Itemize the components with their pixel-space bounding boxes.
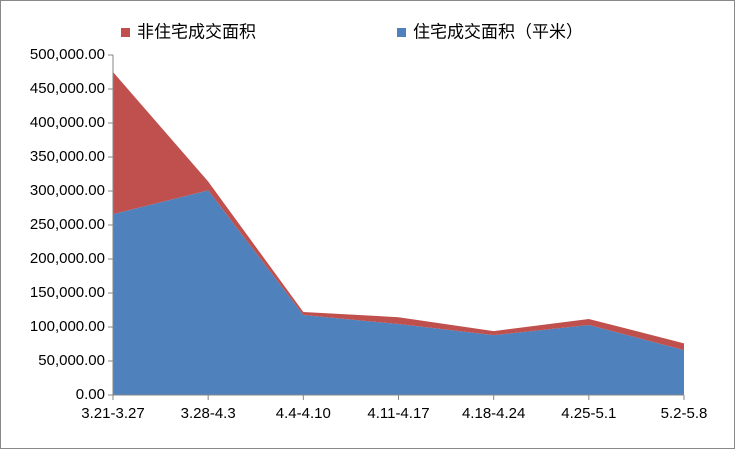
y-tick-label: 300,000.00 <box>30 182 105 199</box>
y-tick-label: 150,000.00 <box>30 284 105 301</box>
x-tick-label: 3.28-4.3 <box>181 405 236 422</box>
legend-swatch <box>397 28 406 37</box>
x-tick-label: 4.4-4.10 <box>276 405 331 422</box>
x-tick-label: 4.25-5.1 <box>561 405 616 422</box>
y-tick-label: 350,000.00 <box>30 148 105 165</box>
y-tick-label: 100,000.00 <box>30 318 105 335</box>
x-tick-label: 4.18-4.24 <box>462 405 525 422</box>
x-tick-label: 5.2-5.8 <box>661 405 708 422</box>
legend-label: 非住宅成交面积 <box>137 22 256 41</box>
y-tick-label: 500,000.00 <box>30 46 105 63</box>
legend-label: 住宅成交面积（平米） <box>413 22 583 41</box>
x-tick-label: 4.11-4.17 <box>367 405 429 422</box>
y-tick-label: 0.00 <box>76 386 105 403</box>
y-tick-label: 50,000.00 <box>38 352 105 369</box>
y-tick-label: 450,000.00 <box>30 80 105 97</box>
y-tick-label: 400,000.00 <box>30 114 105 131</box>
area <box>113 190 684 395</box>
y-tick-label: 250,000.00 <box>30 216 105 233</box>
area <box>113 72 684 351</box>
x-tick-label: 3.21-3.27 <box>81 405 144 422</box>
y-tick-label: 200,000.00 <box>30 250 105 267</box>
legend-swatch <box>121 28 130 37</box>
